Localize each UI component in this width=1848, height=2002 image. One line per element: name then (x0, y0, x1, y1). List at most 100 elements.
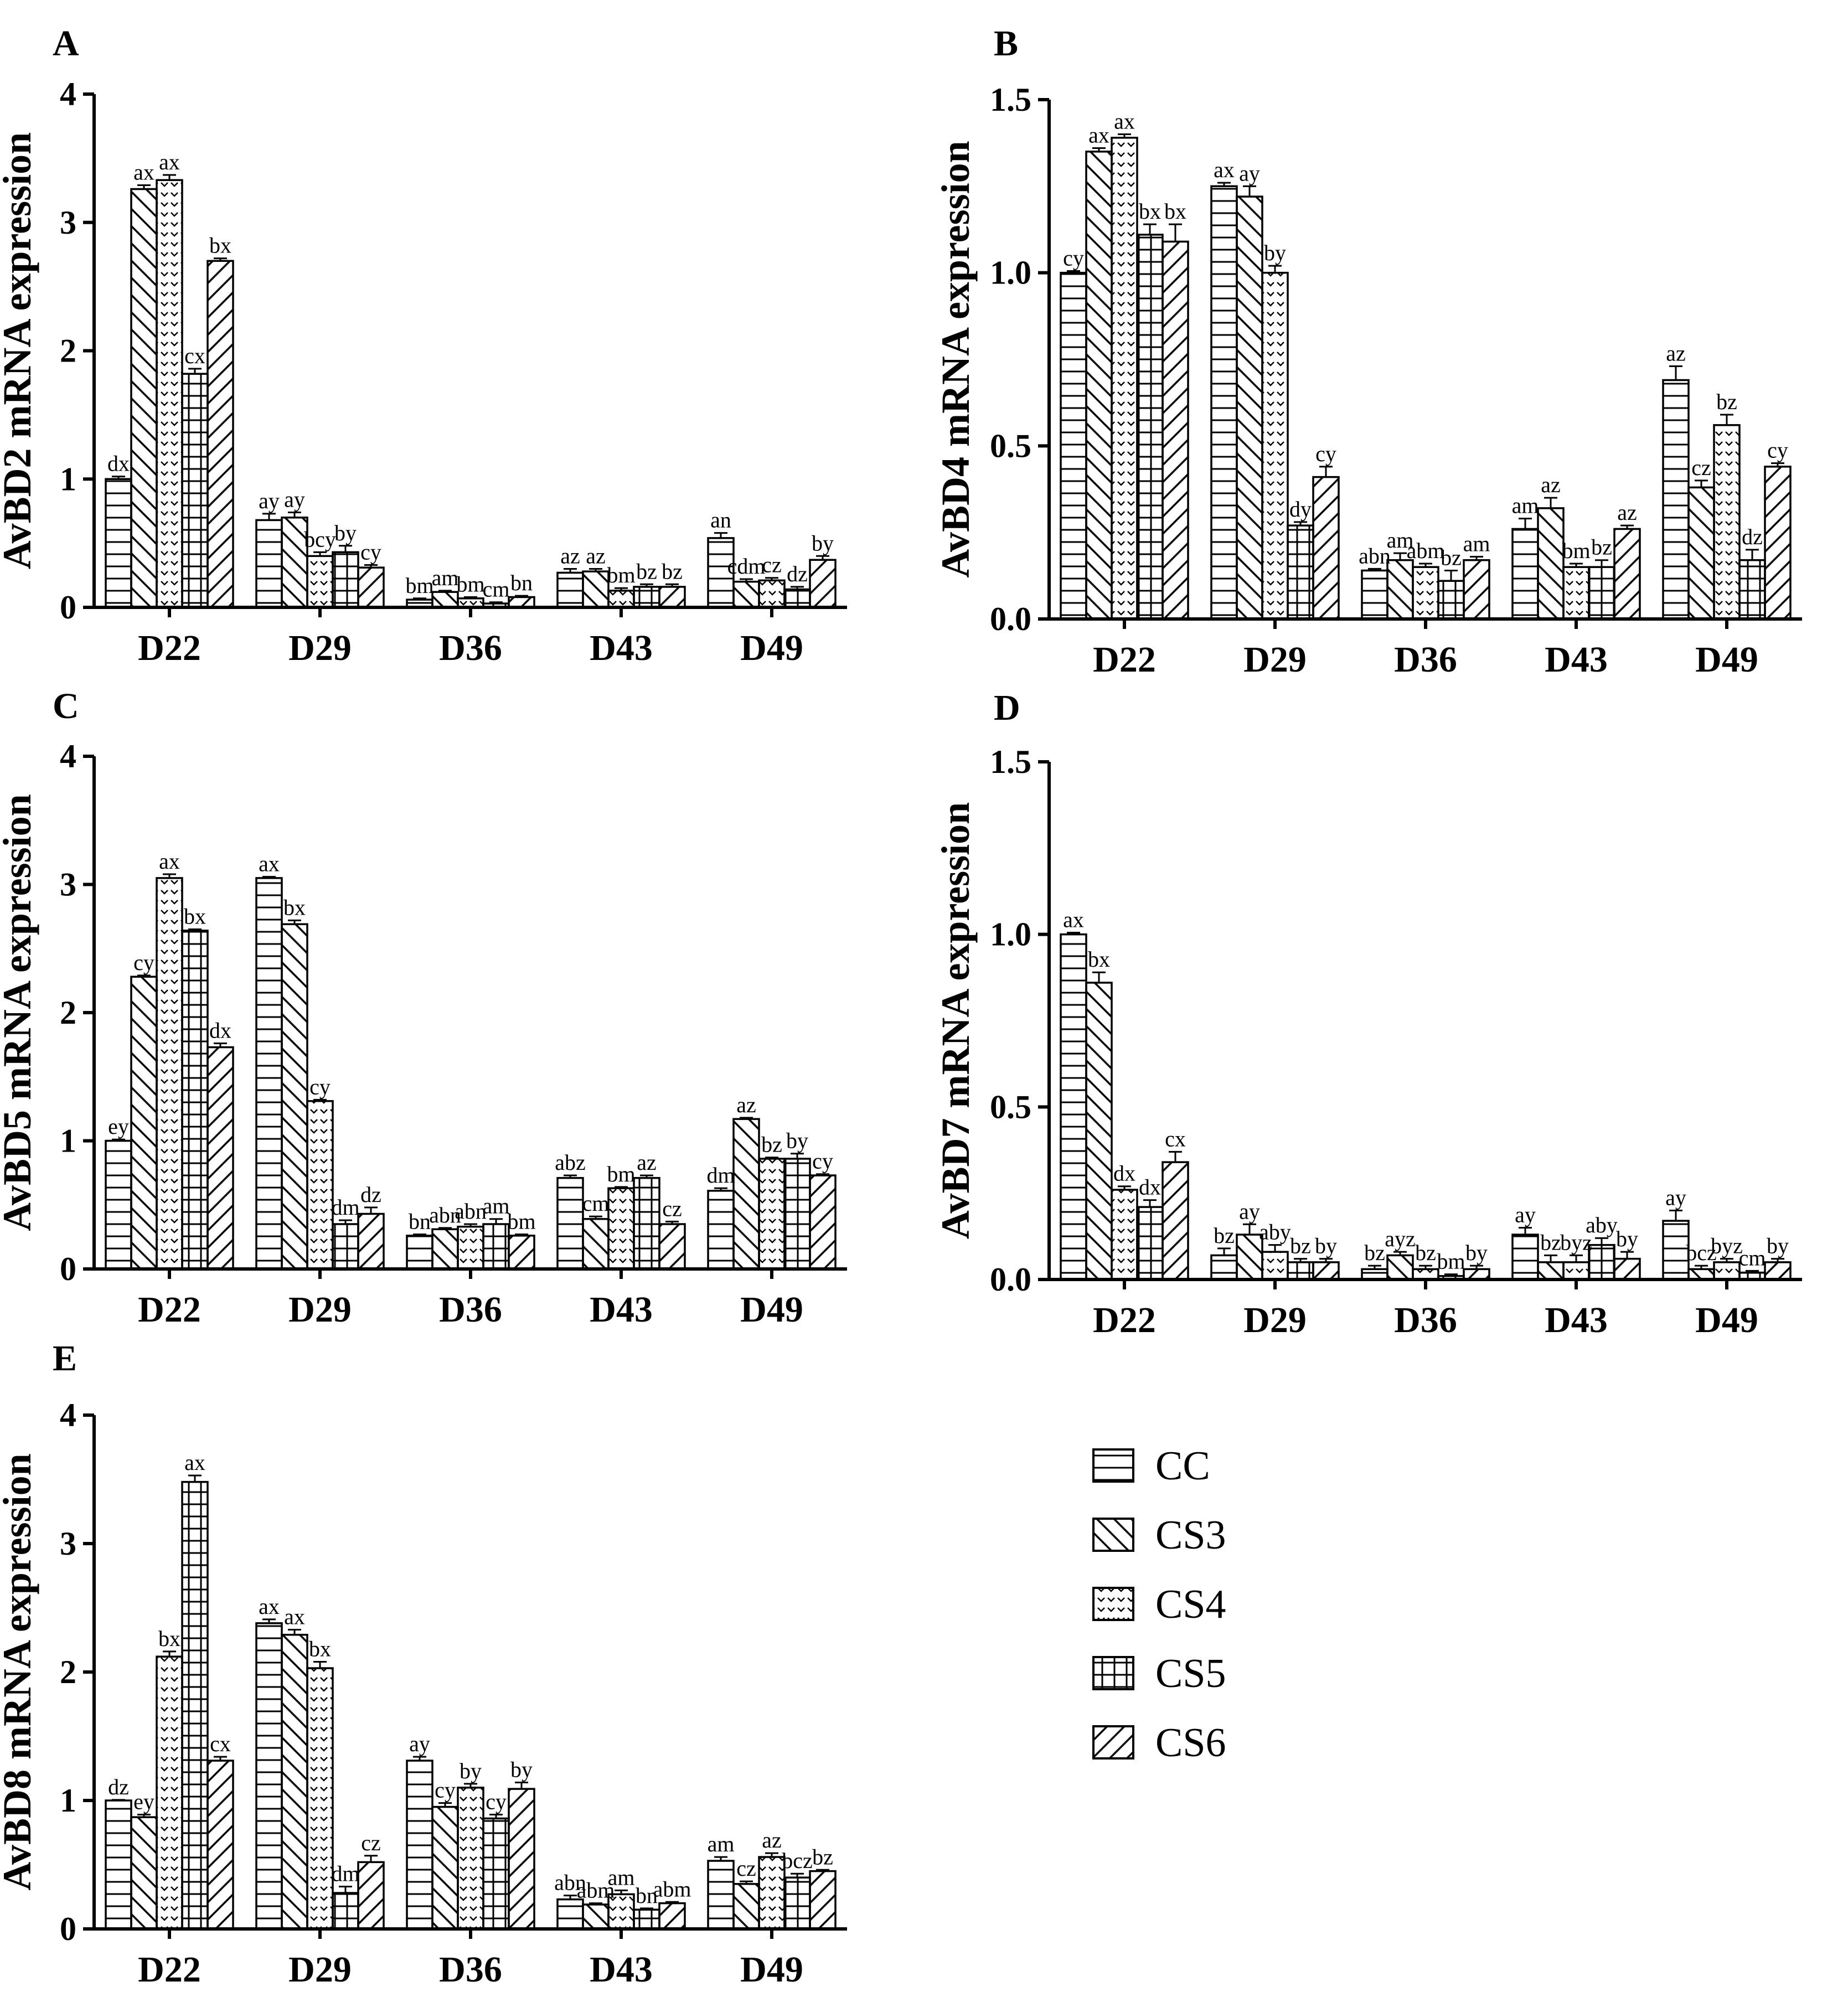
significance-label-d: aby (1259, 1220, 1291, 1245)
panel-label-c: C (53, 686, 79, 726)
significance-label-e: bcz (782, 1848, 813, 1873)
bar-c (156, 877, 183, 1270)
significance-label-a: dx (107, 451, 130, 476)
x-tick-label-d: D22 (1093, 1300, 1156, 1340)
significance-label-e: ey (133, 1789, 154, 1814)
significance-label-e: ax (284, 1604, 305, 1629)
significance-label-a: ax (159, 149, 180, 174)
legend-label-cs6: CS6 (1155, 1720, 1226, 1766)
significance-label-b: am (1463, 531, 1490, 556)
bar-b (1588, 566, 1615, 620)
legend-item-cs3: CS3 (1092, 1513, 1226, 1558)
significance-label-e: by (510, 1757, 533, 1782)
bar-c (556, 1177, 584, 1270)
bar-c (758, 1158, 786, 1270)
significance-label-e: cx (210, 1731, 231, 1756)
significance-label-c: bx (184, 904, 206, 929)
legend-item-cs4: CS4 (1092, 1582, 1226, 1627)
significance-label-d: byz (1711, 1234, 1743, 1258)
bar-b (1537, 507, 1565, 620)
significance-label-d: bcz (1686, 1240, 1717, 1265)
bar-a (482, 602, 510, 608)
bar-e (732, 1883, 760, 1930)
y-tick-label-a: 3 (60, 204, 76, 241)
y-tick-label-b: 0.5 (990, 427, 1031, 464)
significance-label-b: cy (1063, 246, 1084, 271)
significance-label-d: byz (1560, 1230, 1592, 1255)
significance-label-d: ay (1665, 1185, 1686, 1210)
significance-label-b: abn (1359, 543, 1391, 568)
significance-label-c: ey (108, 1114, 129, 1139)
x-tick-label-d: D36 (1394, 1300, 1457, 1340)
bar-b (1287, 524, 1314, 620)
significance-label-b: bm (1562, 538, 1590, 563)
significance-label-a: dz (787, 561, 808, 586)
bar-e (607, 1893, 635, 1930)
bar-a (707, 537, 735, 608)
bar-b (1085, 151, 1113, 620)
significance-label-b: ax (1088, 123, 1109, 148)
bar-e (556, 1898, 584, 1930)
y-tick-label-b: 1.0 (990, 255, 1031, 291)
bar-b (1764, 466, 1792, 620)
x-tick-label-b: D29 (1243, 639, 1307, 680)
significance-label-d: by (1616, 1226, 1638, 1251)
significance-label-c: abz (555, 1150, 586, 1175)
y-axis-title-c: AvBD5 mRNA expression (0, 794, 39, 1231)
bar-d (1713, 1261, 1741, 1281)
significance-label-e: bz (812, 1844, 833, 1869)
bar-c (431, 1228, 459, 1270)
panel-a: A AvBD2 mRNA expression 0 1 2 3 4 D22 dx ax ax cx bx… (0, 23, 847, 668)
significance-label-e: ay (409, 1731, 430, 1756)
significance-label-c: bz (761, 1132, 782, 1157)
y-tick-label-b: 1.5 (990, 81, 1031, 118)
significance-label-d: by (1465, 1240, 1488, 1265)
significance-label-b: ax (1114, 109, 1135, 134)
bar-b (1713, 424, 1741, 620)
bar-b (1236, 195, 1263, 620)
x-tick-label-c: D49 (740, 1289, 803, 1330)
x-tick-label-c: D36 (439, 1289, 502, 1330)
significance-label-c: by (786, 1128, 808, 1153)
significance-label-a: bz (662, 559, 683, 584)
significance-label-a: bcy (304, 527, 336, 551)
panel-label-a: A (53, 23, 79, 64)
significance-label-b: ay (1239, 161, 1260, 185)
bar-b (1162, 240, 1189, 620)
significance-label-e: ax (184, 1450, 205, 1475)
significance-label-d: ay (1515, 1203, 1536, 1227)
significance-label-b: abm (1407, 538, 1445, 563)
significance-label-a: az (586, 543, 606, 568)
bar-c (607, 1187, 635, 1270)
bar-b (1613, 528, 1641, 620)
bar-d (1210, 1254, 1238, 1281)
significance-label-a: am (432, 565, 459, 590)
bar-d (1687, 1268, 1715, 1281)
significance-label-b: am (1387, 528, 1414, 553)
significance-label-b: bx (1139, 199, 1161, 224)
significance-label-a: an (710, 508, 731, 533)
bar-d (1085, 982, 1113, 1281)
significance-label-c: dx (209, 1018, 231, 1043)
significance-label-a: ay (259, 488, 280, 513)
bar-c (207, 1046, 234, 1270)
bar-e (181, 1480, 209, 1930)
bar-d (1312, 1261, 1340, 1281)
bar-a (105, 478, 132, 608)
significance-label-d: cx (1165, 1126, 1186, 1151)
bar-d (1261, 1251, 1289, 1281)
significance-label-b: dy (1289, 497, 1312, 522)
y-axis-title-b: AvBD4 mRNA expression (933, 141, 978, 577)
significance-label-d: bz (1364, 1240, 1385, 1265)
significance-label-b: cy (1315, 441, 1336, 466)
significance-label-b: bz (1591, 535, 1612, 560)
bar-e (783, 1876, 811, 1930)
y-tick-label-e: 3 (60, 1525, 76, 1562)
significance-label-a: bm (405, 573, 433, 598)
bar-d (1537, 1261, 1565, 1281)
bar-b (1687, 486, 1715, 620)
significance-label-d: bm (1437, 1249, 1465, 1274)
legend-item-cc: CC (1092, 1443, 1210, 1489)
bar-a (556, 571, 584, 608)
